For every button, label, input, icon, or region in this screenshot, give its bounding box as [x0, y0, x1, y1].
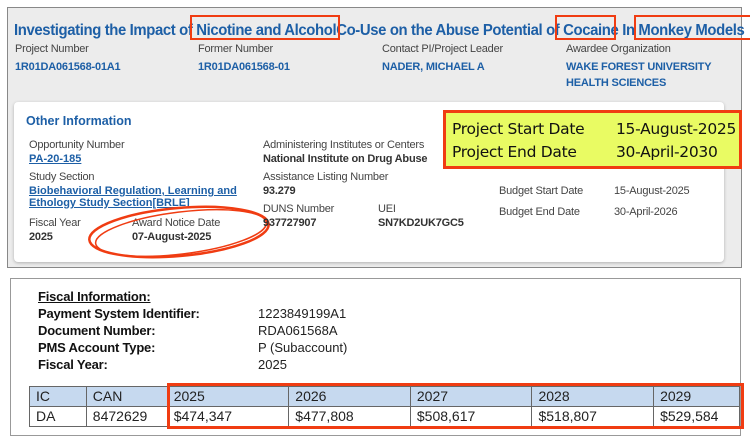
assistance-value: 93.279: [263, 185, 296, 197]
psi-label: Payment System Identifier:: [38, 306, 200, 321]
project-dates-callout: Project Start Date 15-August-2025 Projec…: [443, 110, 742, 169]
project-number: 1R01DA061568-01A1: [15, 61, 121, 73]
other-info-heading: Other Information: [26, 114, 132, 128]
title-highlight-nicotine: Nicotine and Alcohol: [196, 22, 337, 39]
budget-start-label: Budget Start Date: [499, 185, 584, 197]
table-cell: 8472629: [85, 406, 168, 427]
opportunity-link[interactable]: PA-20-185: [29, 153, 82, 165]
hand-drawn-circle: [88, 205, 270, 259]
project-start-value: 15-August-2025: [616, 120, 737, 138]
duns-value: 937727907: [263, 217, 317, 229]
highlight-box: [634, 15, 750, 40]
budget-end-value: 30-April-2026: [614, 206, 678, 218]
fiscal-year-label: Fiscal Year:: [38, 357, 108, 372]
project-title[interactable]: Investigating the Impact of Nicotine and…: [14, 22, 745, 40]
fiscal-year-label: Fiscal Year: [29, 217, 81, 229]
pms-account-label: PMS Account Type:: [38, 340, 156, 355]
institute-label: Administering Institutes or Centers: [263, 139, 425, 151]
budget-start-value: 15-August-2025: [614, 185, 690, 197]
title-text: In: [618, 22, 639, 39]
award-notice-value: 07-August-2025: [132, 231, 212, 243]
document-number-value: RDA061568A: [258, 323, 338, 338]
awardee-org-line2[interactable]: HEALTH SCIENCES: [566, 77, 667, 89]
header-cell: IC: [29, 386, 87, 407]
pms-account-value: P (Subaccount): [258, 340, 348, 355]
former-number: 1R01DA061568-01: [198, 61, 290, 73]
uei-label: UEI: [378, 203, 396, 215]
awardee-label: Awardee Organization: [566, 43, 671, 55]
title-highlight-monkey: Monkey Models: [638, 22, 745, 39]
yearly-funding-highlight: [167, 383, 744, 429]
title-highlight-cocaine: Cocaine: [563, 22, 619, 39]
fiscal-year-value: 2025: [29, 231, 53, 243]
budget-end-label: Budget End Date: [499, 206, 580, 218]
uei-value: SN7KD2UK7GC5: [378, 217, 464, 229]
opportunity-label: Opportunity Number: [29, 139, 125, 151]
title-text: Investigating the Impact of: [14, 22, 197, 39]
other-information-card: Other Information Opportunity Number PA-…: [14, 102, 724, 262]
fiscal-year-value: 2025: [258, 357, 287, 372]
project-end-label: Project End Date: [452, 143, 577, 161]
former-number-label: Former Number: [198, 43, 274, 55]
header-cell: CAN: [85, 386, 168, 407]
awardee-org[interactable]: WAKE FOREST UNIVERSITY: [566, 61, 712, 73]
highlight-box: [555, 15, 616, 40]
table-cell: $474,347: [166, 406, 290, 427]
contact-pi-label: Contact PI/Project Leader: [382, 43, 503, 55]
award-notice-label: Award Notice Date: [132, 217, 221, 229]
duns-label: DUNS Number: [263, 203, 335, 215]
institute-value: National Institute on Drug Abuse: [263, 153, 428, 165]
highlight-box: [190, 15, 340, 40]
study-section-label: Study Section: [29, 171, 95, 183]
header-cell: 2026: [288, 386, 411, 407]
project-start-label: Project Start Date: [452, 120, 585, 138]
study-section-link[interactable]: Biobehavioral Regulation, Learning and: [29, 185, 237, 197]
document-number-label: Document Number:: [38, 323, 156, 338]
table-cell: DA: [29, 406, 87, 427]
contact-pi[interactable]: NADER, MICHAEL A: [382, 61, 485, 73]
assistance-label: Assistance Listing Number: [263, 171, 389, 183]
table-cell: $508,617: [409, 406, 533, 427]
psi-value: 1223849199A1: [258, 306, 347, 321]
project-end-value: 30-April-2030: [616, 143, 718, 161]
fiscal-heading: Fiscal Information:: [38, 289, 151, 304]
project-number-label: Project Number: [15, 43, 89, 55]
study-section-link-line2[interactable]: Ethology Study Section[BRLE]: [29, 197, 190, 209]
fiscal-information-panel: Fiscal Information: Payment System Ident…: [10, 278, 744, 436]
title-text: Co-Use on the Abuse Potential of: [336, 22, 564, 39]
